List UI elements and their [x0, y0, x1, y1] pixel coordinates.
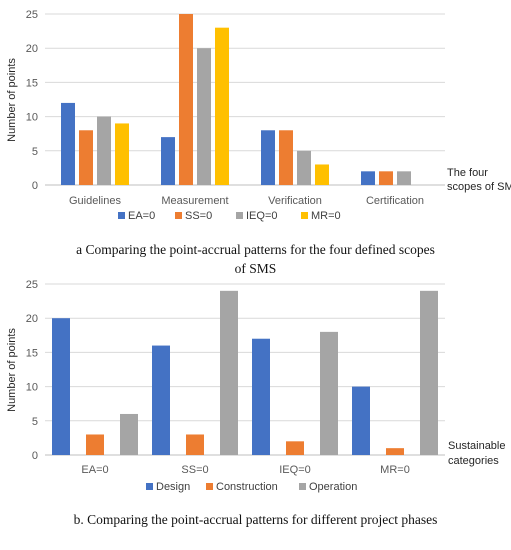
bar-1-EA=0-Operation: [120, 413, 138, 455]
side-label-1-0: Sustainable: [448, 440, 506, 452]
bar-0-Guidelines-IEQ=0: [97, 116, 111, 185]
bar-1-SS=0-Construction: [186, 434, 204, 455]
legend-swatch-1-2: [299, 483, 306, 490]
charts-canvas: 0 5 10 15 20 25 Number of points Guidelines Meas…: [6, 9, 511, 493]
y-tick-label-1-10: 10: [26, 382, 38, 394]
bar-0-Measurement-SS=0: [179, 14, 193, 185]
y-axis-title-1: Number of points: [6, 328, 18, 412]
bar-0-Guidelines-MR=0: [115, 123, 129, 185]
legend-label-0-2: IEQ=0: [246, 210, 278, 222]
bar-1-MR=0-Design: [352, 386, 370, 455]
bar-0-Guidelines-EA=0: [61, 102, 75, 185]
legend-swatch-1-0: [146, 483, 153, 490]
y-tick-label-1-0: 0: [32, 450, 38, 462]
bar-0-Certification-IEQ=0: [397, 171, 411, 185]
bar-1-IEQ=0-Construction: [286, 441, 304, 455]
bar-1-MR=0-Operation: [420, 290, 438, 455]
bar-1-IEQ=0-Operation: [320, 331, 338, 455]
bar-1-MR=0-Construction: [386, 448, 404, 455]
legend-swatch-0-1: [175, 212, 182, 219]
bar-0-Measurement-IEQ=0: [197, 48, 211, 186]
legend-label-0-1: SS=0: [185, 210, 212, 222]
legend-swatch-0-0: [118, 212, 125, 219]
y-tick-label-0-5: 5: [32, 146, 38, 158]
x-tick-label-0-0: Guidelines: [69, 195, 121, 207]
bar-1-EA=0-Design: [52, 318, 70, 455]
x-tick-label-1-3: MR=0: [380, 464, 410, 476]
bar-0-Verification-MR=0: [315, 164, 329, 185]
bar-0-Verification-EA=0: [261, 130, 275, 185]
y-axis-title-0: Number of points: [6, 58, 18, 142]
bar-0-Measurement-MR=0: [215, 27, 229, 186]
x-tick-label-0-2: Verification: [268, 195, 322, 207]
side-label-1-1: categories: [448, 455, 499, 467]
legend-label-1-0: Design: [156, 481, 190, 493]
bar-1-SS=0-Design: [152, 345, 170, 455]
bar-0-Certification-SS=0: [379, 171, 393, 185]
x-tick-label-1-0: EA=0: [81, 464, 108, 476]
side-label-0-0: The four: [447, 167, 488, 179]
x-tick-label-0-3: Certification: [366, 195, 424, 207]
side-label-0-1: scopes of SMS: [447, 181, 511, 193]
legend-label-1-2: Operation: [309, 481, 357, 493]
caption-b: b. Comparing the point-accrual patterns …: [73, 512, 438, 527]
y-tick-label-0-25: 25: [26, 9, 38, 21]
x-tick-label-0-1: Measurement: [161, 195, 228, 207]
y-tick-label-1-25: 25: [26, 279, 38, 291]
y-tick-label-0-15: 15: [26, 77, 38, 89]
bar-1-IEQ=0-Design: [252, 338, 270, 455]
legend-label-1-1: Construction: [216, 481, 278, 493]
y-tick-label-1-20: 20: [26, 313, 38, 325]
y-tick-label-1-15: 15: [26, 347, 38, 359]
x-tick-label-1-2: IEQ=0: [279, 464, 311, 476]
bar-0-Verification-SS=0: [279, 130, 293, 185]
legend-label-0-3: MR=0: [311, 210, 341, 222]
bar-0-Certification-EA=0: [361, 171, 375, 185]
bar-0-Guidelines-SS=0: [79, 130, 93, 185]
bar-1-EA=0-Construction: [86, 434, 104, 455]
bar-0-Measurement-EA=0: [161, 137, 175, 185]
legend-swatch-0-3: [301, 212, 308, 219]
bar-0-Verification-IEQ=0: [297, 150, 311, 185]
y-tick-label-0-10: 10: [26, 112, 38, 124]
x-tick-label-1-1: SS=0: [181, 464, 208, 476]
y-tick-label-0-20: 20: [26, 43, 38, 55]
legend-label-0-0: EA=0: [128, 210, 155, 222]
legend-swatch-1-1: [206, 483, 213, 490]
legend-swatch-0-2: [236, 212, 243, 219]
bar-1-SS=0-Operation: [220, 290, 238, 455]
y-tick-label-0-0: 0: [32, 180, 38, 192]
y-tick-label-1-5: 5: [32, 416, 38, 428]
caption-a: a Comparing the point-accrual patterns f…: [76, 242, 435, 276]
